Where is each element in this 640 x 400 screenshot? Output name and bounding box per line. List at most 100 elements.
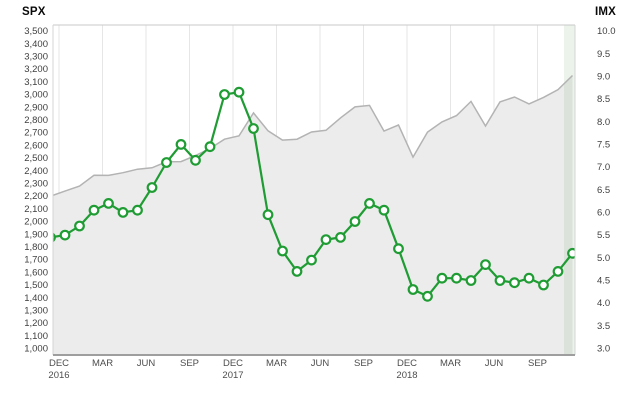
left-axis-tick-label: 1,000 <box>24 344 48 355</box>
imx-data-point <box>204 141 216 153</box>
imx-data-point <box>451 272 462 284</box>
imx-data-point <box>494 275 506 286</box>
x-tick-year-label: 2017 <box>222 370 243 381</box>
right-axis-tick-label: 8.5 <box>597 94 610 105</box>
imx-data-point <box>378 204 390 216</box>
right-axis-tick-label: 9.0 <box>597 72 610 83</box>
imx-data-point <box>538 279 549 291</box>
x-tick-year-label: 2016 <box>48 370 69 381</box>
right-axis-tick-label: 4.5 <box>597 276 610 287</box>
imx-data-point <box>277 245 288 257</box>
left-axis-tick-label: 1,500 <box>24 280 48 291</box>
x-tick-month-label: DEC <box>49 358 69 369</box>
imx-data-point <box>161 157 172 168</box>
imx-data-point <box>59 229 71 241</box>
imx-data-point <box>567 247 575 259</box>
left-axis-tick-label: 1,400 <box>24 293 48 304</box>
left-axis-tick-label: 1,100 <box>24 331 48 342</box>
imx-data-point <box>74 220 85 232</box>
imx-data-point <box>480 259 491 271</box>
imx-data-point <box>248 123 259 134</box>
right-axis-tick-label: 9.5 <box>597 49 610 60</box>
left-axis-tick-label: 3,500 <box>24 26 48 37</box>
left-axis-tick-label: 2,300 <box>24 179 48 190</box>
spx-area <box>53 75 573 355</box>
x-tick-month-label: DEC <box>397 358 417 369</box>
imx-data-point <box>552 266 564 277</box>
right-axis-tick-label: 5.5 <box>597 230 610 241</box>
imx-data-point <box>132 204 143 216</box>
right-axis-tick-label: 5.0 <box>597 253 610 264</box>
right-axis-tick-label: 3.5 <box>597 321 610 332</box>
imx-data-point <box>393 243 404 255</box>
x-tick-month-label: MAR <box>266 358 287 369</box>
right-axis-tick-label: 7.5 <box>597 140 610 151</box>
imx-data-point <box>103 197 114 209</box>
left-axis-tick-label: 1,900 <box>24 229 48 240</box>
x-tick-month-label: SEP <box>354 358 373 369</box>
left-axis-tick-label: 3,200 <box>24 64 48 75</box>
right-axis-tick-label: 6.5 <box>597 185 610 196</box>
left-axis-tick-label: 1,300 <box>24 306 48 317</box>
left-axis-tick-label: 2,400 <box>24 166 48 177</box>
right-axis-tick-label: 4.0 <box>597 298 610 309</box>
left-axis-tick-label: 2,100 <box>24 204 48 215</box>
x-tick-month-label: JUN <box>137 358 156 369</box>
left-axis-tick-label: 2,000 <box>24 217 48 228</box>
latest-month-highlight-band <box>564 25 575 355</box>
left-axis-title: SPX <box>22 6 46 18</box>
imx-data-point <box>364 197 375 209</box>
left-axis-tick-label: 3,000 <box>24 90 48 101</box>
left-axis-tick-label: 2,500 <box>24 153 48 164</box>
imx-data-point <box>465 275 477 286</box>
x-tick-year-label: 2018 <box>396 370 417 381</box>
x-tick-month-label: JUN <box>485 358 504 369</box>
left-axis-tick-label: 3,100 <box>24 77 48 88</box>
imx-data-point <box>88 204 100 216</box>
imx-data-point <box>509 277 520 289</box>
right-axis-title: IMX <box>595 6 617 18</box>
x-tick-month-label: MAR <box>440 358 461 369</box>
imx-data-point <box>436 272 448 284</box>
right-axis-tick-label: 3.0 <box>597 344 610 355</box>
right-axis-tick-label: 10.0 <box>597 26 616 37</box>
imx-data-point <box>523 272 535 284</box>
left-axis-tick-label: 2,800 <box>24 115 48 126</box>
left-axis-tick-label: 3,300 <box>24 52 48 63</box>
left-axis-tick-label: 2,900 <box>24 102 48 113</box>
x-tick-month-label: JUN <box>311 358 330 369</box>
imx-data-point <box>306 254 317 266</box>
imx-data-point <box>117 206 129 218</box>
imx-data-point <box>320 234 332 246</box>
left-axis-tick-label: 1,600 <box>24 267 48 278</box>
imx-markers <box>53 86 575 302</box>
left-axis-tick-label: 3,400 <box>24 39 48 50</box>
imx-data-point <box>262 209 274 221</box>
imx-data-point <box>335 231 346 243</box>
left-axis-tick-label: 2,200 <box>24 191 48 202</box>
right-axis-tick-label: 8.0 <box>597 117 610 128</box>
left-axis-tick-label: 1,200 <box>24 318 48 329</box>
left-axis-tick-label: 2,600 <box>24 140 48 151</box>
imx-data-point <box>291 266 303 277</box>
left-axis-tick-label: 1,800 <box>24 242 48 253</box>
imx-data-point <box>146 182 158 193</box>
imx-data-point <box>349 216 361 227</box>
right-axis-tick-label: 7.0 <box>597 162 610 173</box>
imx-data-point <box>175 138 187 150</box>
left-axis-tick-label: 2,700 <box>24 128 48 139</box>
left-axis-tick-label: 1,700 <box>24 255 48 266</box>
imx-data-point <box>422 290 433 302</box>
x-tick-month-label: SEP <box>180 358 199 369</box>
imx-data-point <box>190 154 201 166</box>
spx-line <box>53 74 574 197</box>
imx-data-point <box>233 86 245 98</box>
x-tick-month-label: SEP <box>528 358 547 369</box>
imx-data-point <box>407 284 419 295</box>
x-tick-month-label: MAR <box>92 358 113 369</box>
x-tick-month-label: DEC <box>223 358 243 369</box>
right-axis-tick-label: 6.0 <box>597 208 610 219</box>
imx-data-point <box>219 89 230 100</box>
